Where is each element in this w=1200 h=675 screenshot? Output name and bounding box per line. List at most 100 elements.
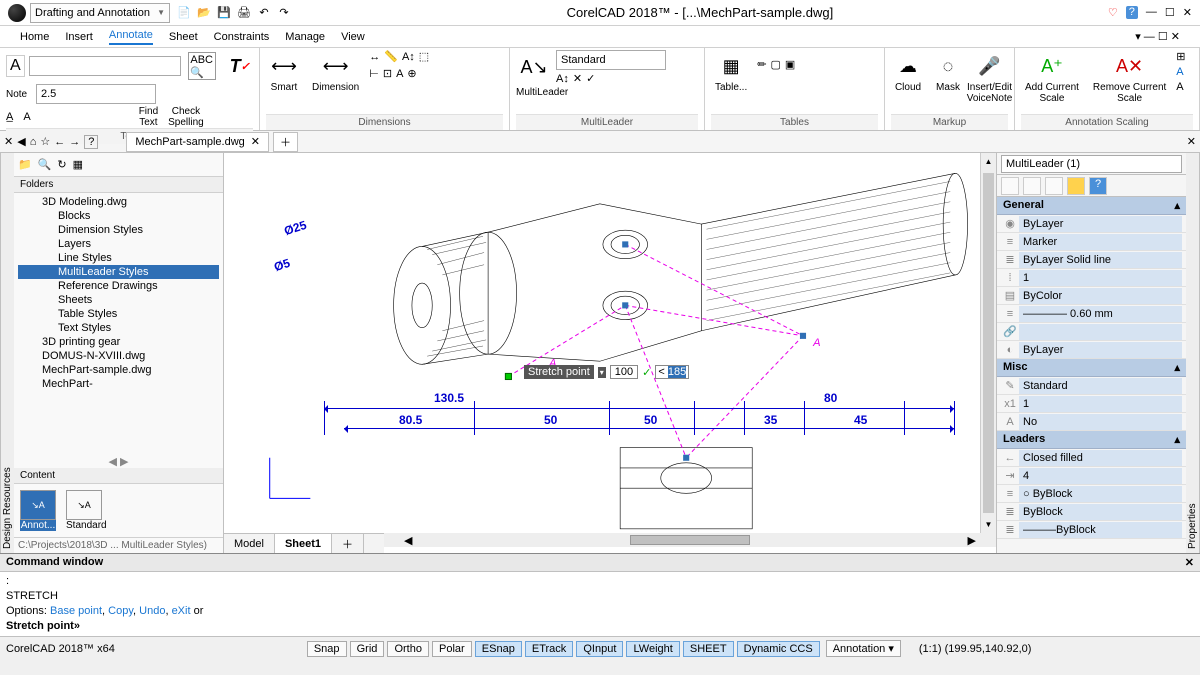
- tree-node[interactable]: 3D printing gear: [18, 335, 219, 349]
- workspace-dropdown[interactable]: Drafting and Annotation▼: [30, 3, 170, 23]
- qbar-arrow-l[interactable]: ←: [54, 136, 65, 148]
- cat-misc[interactable]: Misc▴: [997, 359, 1186, 377]
- new-tab-button[interactable]: ＋: [273, 132, 298, 152]
- status-btn-dynamic ccs[interactable]: Dynamic CCS: [737, 641, 820, 657]
- redo-icon[interactable]: ↷: [276, 5, 292, 21]
- tree-node[interactable]: DOMUS-N-XVIII.dwg: [18, 349, 219, 363]
- lp-tool-2[interactable]: 🔍: [38, 158, 52, 171]
- tree-node[interactable]: Text Styles: [18, 321, 219, 335]
- prop-llw[interactable]: ———ByBlock: [1019, 522, 1182, 538]
- rp-tool-help[interactable]: ?: [1089, 177, 1107, 195]
- hscrollbar[interactable]: ◀▶: [384, 533, 996, 547]
- rp-tool-3[interactable]: [1045, 177, 1063, 195]
- prop-layer[interactable]: Marker: [1019, 234, 1182, 250]
- note-font-icon[interactable]: A: [6, 55, 25, 77]
- stretch-val2[interactable]: 185: [668, 366, 686, 378]
- props-selection-dd[interactable]: MultiLeader (1): [1001, 155, 1182, 173]
- qbar-help-icon[interactable]: ?: [84, 135, 98, 149]
- print-icon[interactable]: 🖨: [236, 5, 252, 21]
- prop-scale[interactable]: 1: [1019, 396, 1182, 412]
- spell-check-icon[interactable]: T✓: [226, 52, 254, 80]
- prop-lscale[interactable]: 1: [1019, 270, 1182, 286]
- status-annotation[interactable]: Annotation ▾: [826, 640, 901, 657]
- prop-style[interactable]: Standard: [1019, 378, 1182, 394]
- thumb-annot[interactable]: ↘A: [20, 490, 56, 520]
- rp-tool-2[interactable]: [1023, 177, 1041, 195]
- tree-node[interactable]: MechPart-: [18, 377, 219, 391]
- menu-more[interactable]: ▾ — ☐ ✕: [1135, 30, 1180, 43]
- qbar-nav-back[interactable]: ◀: [17, 135, 25, 148]
- menu-home[interactable]: Home: [20, 31, 49, 43]
- as-tool-1[interactable]: ⊞: [1176, 50, 1185, 63]
- smart-dim-button[interactable]: ⟷Smart: [266, 50, 302, 95]
- qbar-home-icon[interactable]: ⌂: [30, 136, 37, 148]
- lp-tool-4[interactable]: ▦: [73, 158, 83, 171]
- ml-style-dropdown[interactable]: Standard: [556, 50, 666, 70]
- prop-ltype[interactable]: ByLayer Solid line: [1019, 252, 1182, 268]
- prop-plot[interactable]: ByColor: [1019, 288, 1182, 304]
- dim-tool-8[interactable]: ⊕: [407, 67, 416, 80]
- tree-node[interactable]: MultiLeader Styles: [18, 265, 219, 279]
- status-btn-polar[interactable]: Polar: [432, 641, 472, 657]
- save-icon[interactable]: 💾: [216, 5, 232, 21]
- model-tab[interactable]: Model: [224, 534, 275, 553]
- cmd-opt-exit[interactable]: eXit: [172, 605, 191, 617]
- mask-button[interactable]: ◌Mask: [931, 50, 965, 95]
- stretch-val1[interactable]: 100: [610, 365, 638, 379]
- prop-lweight[interactable]: ———— 0.60 mm: [1019, 306, 1182, 322]
- qbar-close[interactable]: ✕: [4, 135, 13, 148]
- menu-annotate[interactable]: Annotate: [109, 29, 153, 45]
- prop-lltype[interactable]: ByBlock: [1019, 504, 1182, 520]
- tree-node[interactable]: Table Styles: [18, 307, 219, 321]
- folders-section[interactable]: Folders: [14, 177, 223, 193]
- menu-constraints[interactable]: Constraints: [214, 31, 270, 43]
- tree-node[interactable]: Line Styles: [18, 251, 219, 265]
- cat-general[interactable]: General▴: [997, 197, 1186, 215]
- document-tab[interactable]: MechPart-sample.dwg ✕: [126, 132, 269, 152]
- undo-icon[interactable]: ↶: [256, 5, 272, 21]
- help-icon[interactable]: ?: [1126, 6, 1138, 19]
- tbl-tool-2[interactable]: ▢: [770, 58, 780, 71]
- prop-link[interactable]: [1019, 324, 1182, 340]
- ml-tool-3[interactable]: ✓: [586, 72, 595, 85]
- prop-size[interactable]: 4: [1019, 468, 1182, 484]
- status-btn-grid[interactable]: Grid: [350, 641, 385, 657]
- text-size-input[interactable]: [36, 84, 156, 104]
- status-btn-esnap[interactable]: ESnap: [475, 641, 522, 657]
- dim-tool-7[interactable]: A: [396, 68, 403, 80]
- tree-node[interactable]: Reference Drawings: [18, 279, 219, 293]
- qbar-star-icon[interactable]: ☆: [40, 135, 50, 148]
- cmd-opt-copy[interactable]: Copy: [108, 605, 133, 617]
- menu-sheet[interactable]: Sheet: [169, 31, 198, 43]
- cat-leaders[interactable]: Leaders▴: [997, 431, 1186, 449]
- cmd-opt-undo[interactable]: Undo: [139, 605, 165, 617]
- dim-tool-4[interactable]: ⬚: [419, 50, 429, 63]
- status-btn-ortho[interactable]: Ortho: [387, 641, 429, 657]
- tbl-tool-3[interactable]: ▣: [785, 58, 795, 71]
- dim-tool-1[interactable]: ↔: [369, 51, 380, 63]
- cmd-opt-base[interactable]: Base point: [50, 605, 102, 617]
- remove-scale-button[interactable]: A✕Remove Current Scale: [1089, 50, 1170, 106]
- multileader-button[interactable]: A↘: [516, 52, 552, 84]
- content-section[interactable]: Content: [14, 468, 223, 484]
- ml-tool-1[interactable]: A↕: [556, 73, 569, 85]
- note-tool-b[interactable]: A: [23, 111, 30, 123]
- maximize-button[interactable]: ☐: [1165, 6, 1175, 19]
- dim-tool-3[interactable]: A↕: [402, 51, 415, 63]
- status-btn-etrack[interactable]: ETrack: [525, 641, 573, 657]
- cloud-button[interactable]: ☁Cloud: [891, 50, 925, 95]
- document-tab-close[interactable]: ✕: [251, 135, 260, 148]
- status-btn-snap[interactable]: Snap: [307, 641, 347, 657]
- voicenote-button[interactable]: 🎤Insert/Edit VoiceNote: [971, 50, 1008, 106]
- drawing-canvas[interactable]: A A Ø25 Ø5 130.5 80.5 50 50 35 45 80: [224, 153, 996, 533]
- tree-node[interactable]: Layers: [18, 237, 219, 251]
- find-text-icon[interactable]: ABC🔍: [188, 52, 216, 80]
- tree-node[interactable]: MechPart-sample.dwg: [18, 363, 219, 377]
- right-dock-tab[interactable]: Properties: [1186, 153, 1200, 553]
- minimize-button[interactable]: —: [1146, 6, 1157, 19]
- left-dock-tab[interactable]: Design Resources: [0, 153, 14, 553]
- status-btn-sheet[interactable]: SHEET: [683, 641, 734, 657]
- rp-tool-4[interactable]: [1067, 177, 1085, 195]
- as-tool-3[interactable]: A: [1176, 81, 1185, 93]
- open-icon[interactable]: 📂: [196, 5, 212, 21]
